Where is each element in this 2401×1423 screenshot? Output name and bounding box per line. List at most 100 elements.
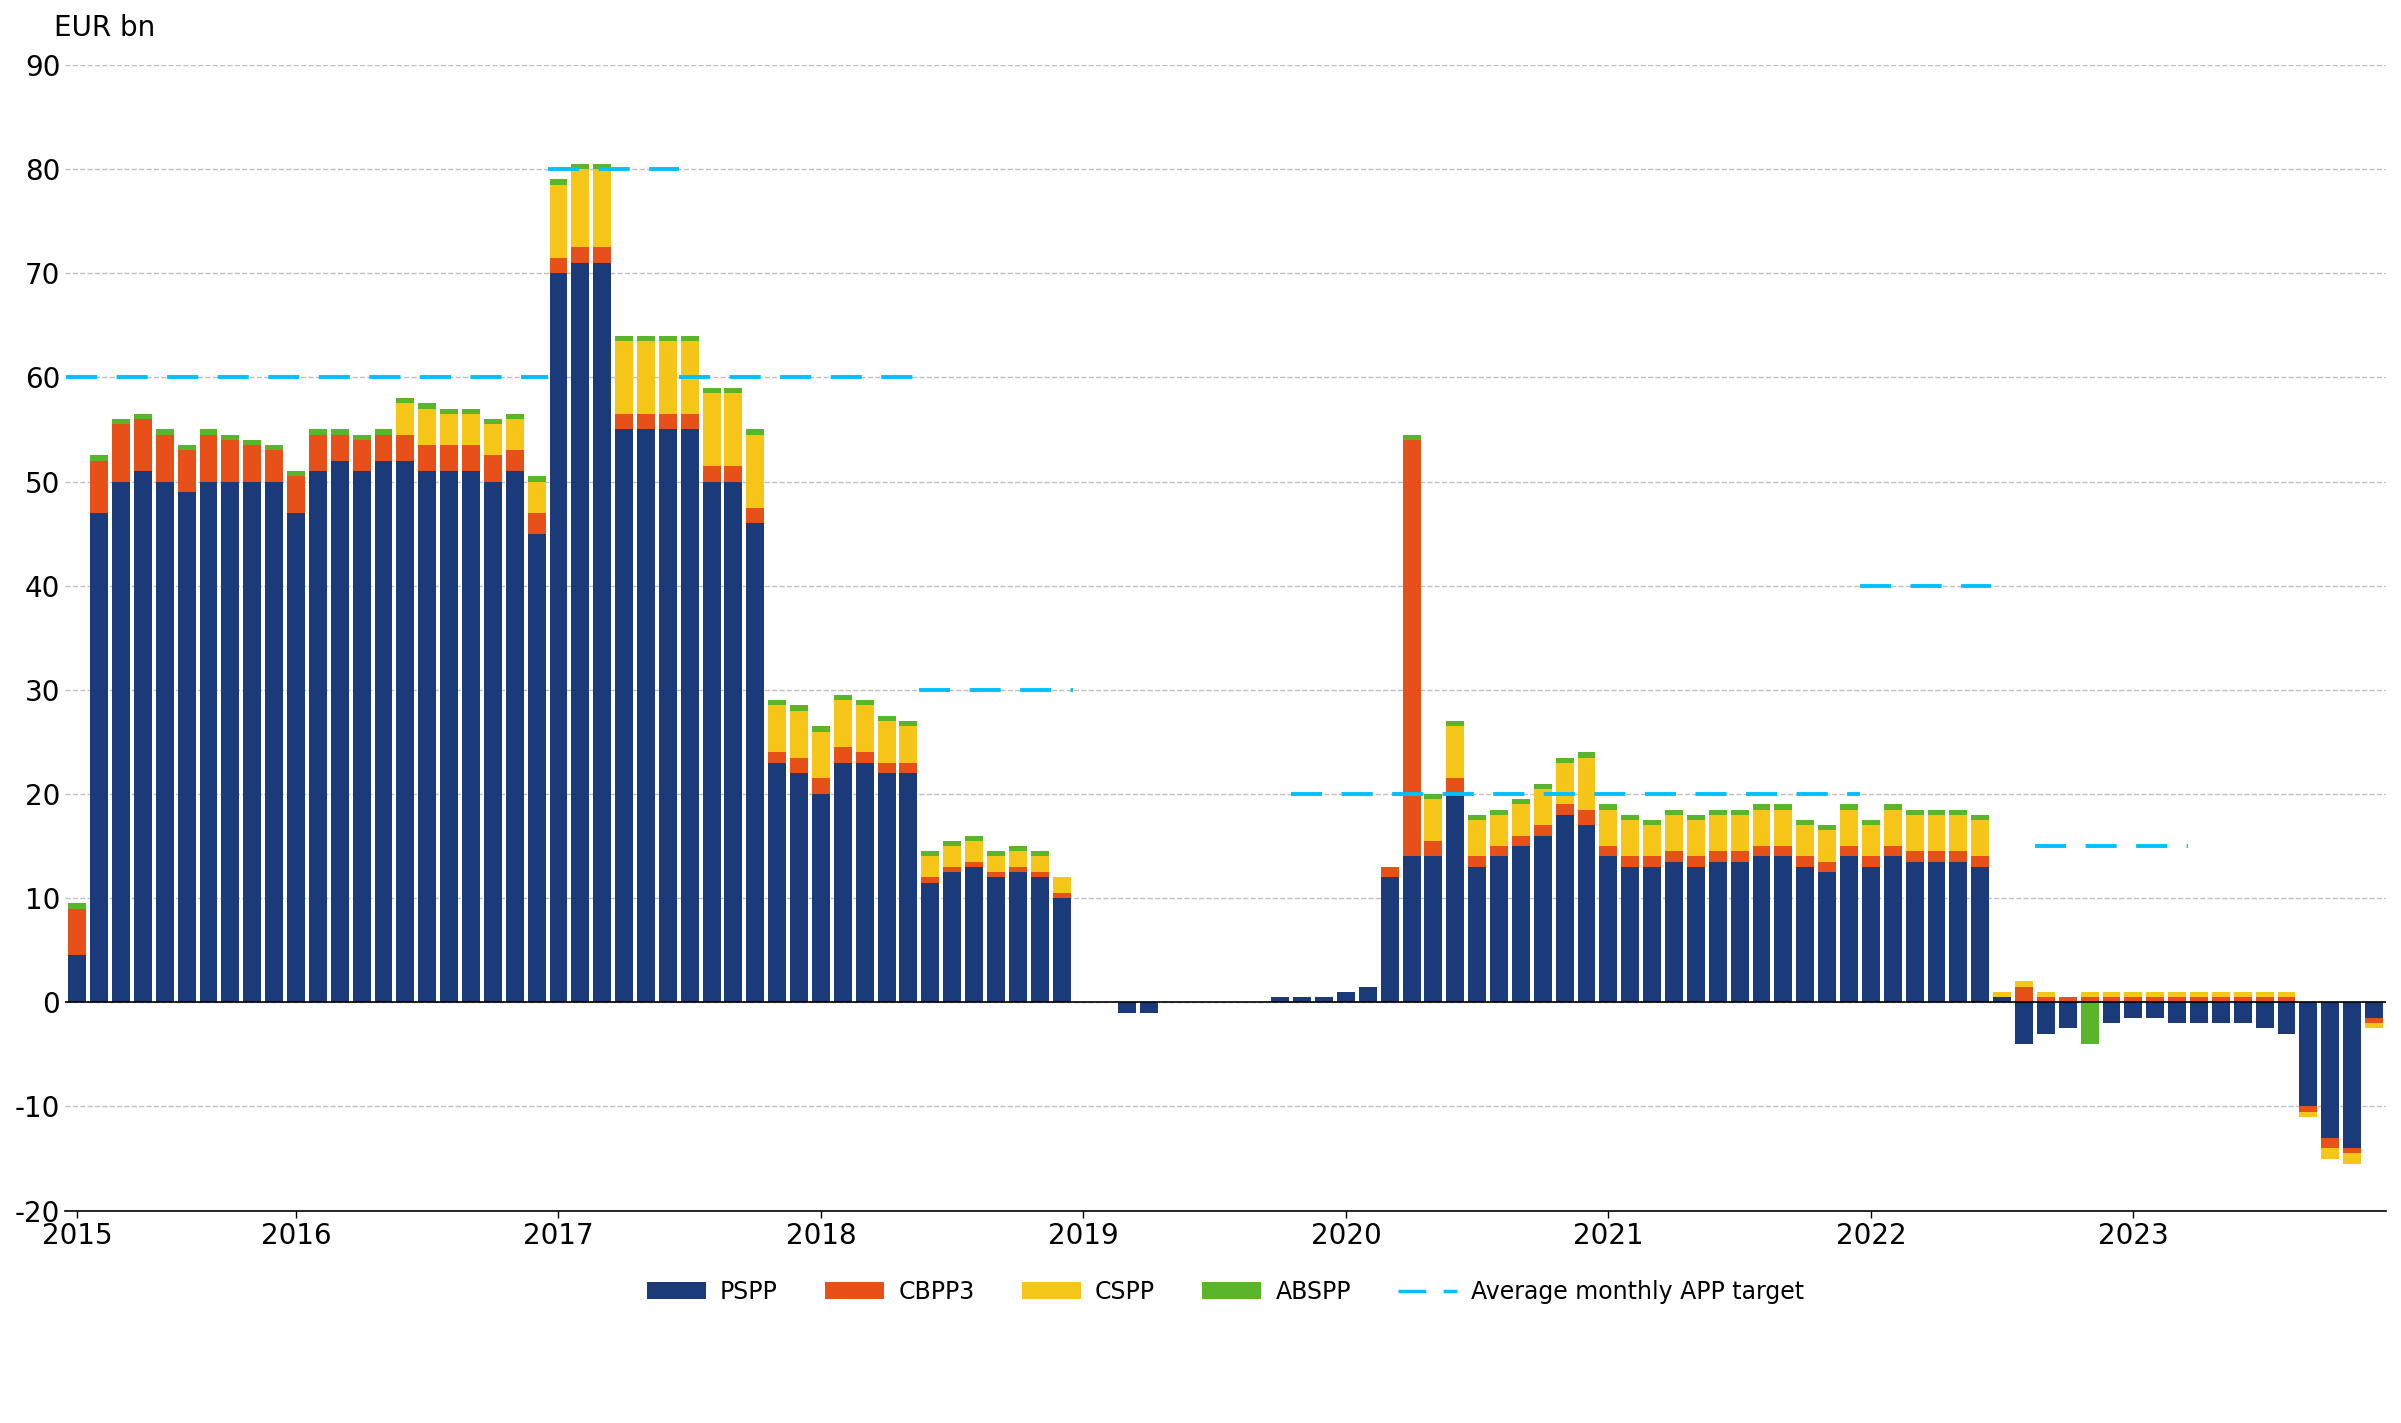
Bar [1534, 784, 1551, 788]
Bar [1381, 878, 1400, 1002]
Bar [2036, 998, 2055, 1002]
Bar [375, 430, 391, 434]
Bar [67, 955, 86, 1002]
Bar [375, 434, 391, 461]
Bar [550, 273, 567, 1002]
Bar [2211, 998, 2231, 1002]
Bar [1839, 857, 1858, 1002]
Bar [987, 851, 1006, 857]
Bar [310, 471, 327, 1002]
Bar [1688, 815, 1705, 820]
Bar [615, 342, 634, 414]
Bar [1688, 820, 1705, 857]
Bar [485, 481, 502, 1002]
Bar [1818, 825, 1837, 831]
Bar [113, 481, 130, 1002]
Bar [461, 471, 480, 1002]
Bar [439, 414, 459, 445]
Bar [922, 851, 939, 857]
Bar [1710, 862, 1726, 1002]
Bar [900, 773, 917, 1002]
Bar [1556, 804, 1573, 815]
Legend: PSPP, CBPP3, CSPP, ABSPP, Average monthly APP target: PSPP, CBPP3, CSPP, ABSPP, Average monthl… [636, 1271, 1813, 1313]
Bar [485, 455, 502, 481]
Bar [1599, 810, 1618, 847]
Bar [1621, 820, 1640, 857]
Bar [636, 430, 655, 1002]
Bar [2233, 1002, 2252, 1023]
Bar [331, 461, 348, 1002]
Bar [1445, 794, 1465, 1002]
Bar [418, 408, 437, 445]
Bar [1664, 862, 1683, 1002]
Bar [812, 726, 831, 731]
Bar [2103, 998, 2120, 1002]
Bar [134, 471, 151, 1002]
Bar [1971, 820, 1988, 857]
Bar [113, 418, 130, 424]
Bar [1861, 820, 1880, 825]
Bar [944, 847, 960, 867]
Bar [221, 434, 240, 440]
Bar [1753, 810, 1770, 847]
Bar [1534, 825, 1551, 835]
Bar [264, 445, 283, 450]
Bar [1642, 820, 1661, 825]
Bar [1688, 857, 1705, 867]
Bar [1796, 867, 1815, 1002]
Bar [615, 336, 634, 342]
Bar [725, 393, 742, 465]
Bar [1052, 898, 1071, 1002]
Bar [682, 414, 699, 430]
Bar [310, 434, 327, 471]
Bar [396, 398, 415, 403]
Bar [1599, 857, 1618, 1002]
Bar [1906, 862, 1923, 1002]
Bar [2255, 998, 2274, 1002]
Bar [264, 481, 283, 1002]
Bar [682, 430, 699, 1002]
Bar [91, 512, 108, 1002]
Bar [1753, 804, 1770, 810]
Bar [1861, 867, 1880, 1002]
Bar [331, 430, 348, 434]
Bar [812, 794, 831, 1002]
Bar [418, 445, 437, 471]
Bar [593, 164, 612, 169]
Bar [1556, 763, 1573, 804]
Bar [855, 706, 874, 753]
Bar [156, 481, 173, 1002]
Bar [1008, 847, 1028, 851]
Bar [725, 465, 742, 481]
Bar [790, 710, 809, 757]
Bar [1556, 757, 1573, 763]
Bar [1030, 872, 1049, 878]
Bar [375, 461, 391, 1002]
Bar [987, 857, 1006, 872]
Bar [1906, 851, 1923, 862]
Bar [2014, 1002, 2034, 1044]
Bar [2036, 1002, 2055, 1033]
Bar [922, 878, 939, 882]
Bar [922, 882, 939, 1002]
Bar [1839, 847, 1858, 857]
Bar [1906, 810, 1923, 815]
Bar [1928, 810, 1945, 815]
Bar [528, 512, 545, 534]
Bar [1491, 857, 1508, 1002]
Bar [833, 700, 852, 747]
Bar [91, 455, 108, 461]
Bar [461, 408, 480, 414]
Bar [353, 434, 370, 440]
Bar [485, 424, 502, 455]
Bar [2279, 998, 2295, 1002]
Bar [812, 778, 831, 794]
Bar [2233, 992, 2252, 998]
Bar [2146, 992, 2163, 998]
Bar [507, 471, 523, 1002]
Bar [1928, 815, 1945, 851]
Bar [1818, 862, 1837, 872]
Bar [485, 418, 502, 424]
Bar [1885, 810, 1902, 847]
Bar [658, 414, 677, 430]
